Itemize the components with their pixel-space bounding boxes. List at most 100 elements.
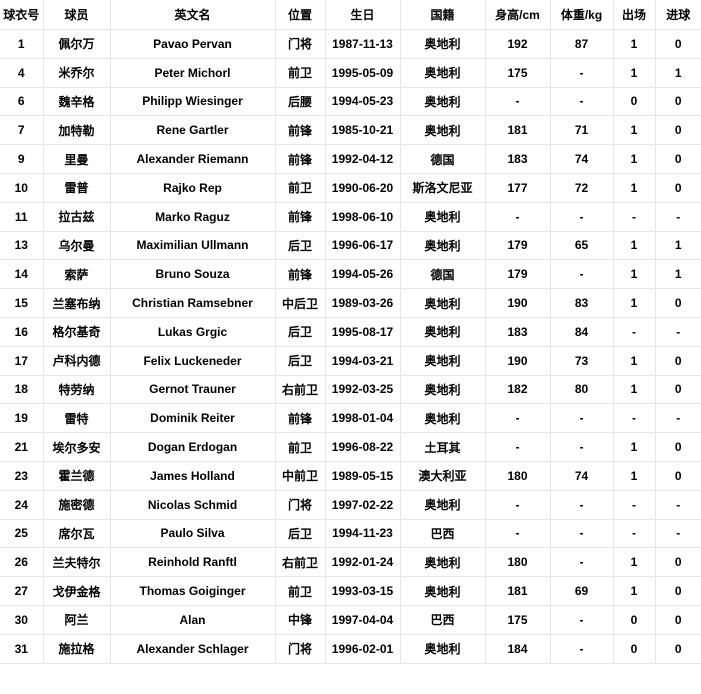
cell-position: 中前卫 <box>274 460 326 491</box>
cell-jersey-number: 27 <box>0 576 44 606</box>
cell-height: 183 <box>484 316 551 347</box>
cell-height: 175 <box>484 57 551 88</box>
cell-birthday: 1996-06-17 <box>324 230 401 261</box>
cell-birthday: 1994-05-26 <box>324 259 401 290</box>
header-row: 球衣号 球员 英文名 位置 生日 国籍 身高/cm 体重/kg 出场 进球 <box>0 0 701 30</box>
cell-goals: 0 <box>654 115 701 146</box>
cell-appearances: - <box>612 489 656 520</box>
cell-weight: 71 <box>549 115 614 146</box>
cell-position: 前卫 <box>274 432 326 462</box>
cell-position: 前锋 <box>274 144 326 174</box>
cell-nationality: 巴西 <box>399 604 486 635</box>
cell-goals: - <box>654 403 701 434</box>
cell-appearances: 1 <box>612 144 656 174</box>
cell-birthday: 1994-11-23 <box>324 518 401 549</box>
cell-weight: 74 <box>549 144 614 174</box>
cell-jersey-number: 31 <box>0 633 44 664</box>
cell-nationality: 德国 <box>399 144 486 174</box>
column-header-weight: 体重/kg <box>549 0 614 30</box>
player-row: 24 施密德 Nicolas Schmid 门将 1997-02-22 奥地利 - - - - <box>0 489 701 520</box>
table-body: 1 佩尔万 Pavao Pervan 门将 1987-11-13 奥地利 192 87 1 0 4 米… <box>0 29 701 664</box>
player-row: 10 雷普 Rajko Rep 前卫 1990-06-20 斯洛文尼亚 177 72 1 0 <box>0 172 701 203</box>
player-row: 26 兰夫特尔 Reinhold Ranftl 右前卫 1992-01-24 奥地利 180… <box>0 547 701 578</box>
cell-appearances: - <box>612 201 656 232</box>
cell-appearances: 0 <box>612 633 656 664</box>
cell-player-name-cn: 雷特 <box>42 403 111 434</box>
cell-player-name-en: Bruno Souza <box>109 259 276 290</box>
player-row: 30 阿兰 Alan 中锋 1997-04-04 巴西 175-0 0 <box>0 604 701 635</box>
cell-jersey-number: 18 <box>0 374 44 405</box>
cell-player-name-en: Lukas Grgic <box>109 316 276 347</box>
cell-player-name-cn: 阿兰 <box>42 604 111 635</box>
cell-jersey-number: 11 <box>0 201 44 232</box>
cell-jersey-number: 4 <box>0 57 44 88</box>
cell-position: 后卫 <box>274 316 326 347</box>
cell-height: 190 <box>484 288 551 318</box>
cell-position: 前锋 <box>274 259 326 290</box>
cell-goals: - <box>654 201 701 232</box>
cell-player-name-en: Rajko Rep <box>109 172 276 203</box>
cell-height: 181 <box>484 576 551 606</box>
player-row: 13 乌尔曼 Maximilian Ullmann 后卫 1996-06-17 奥地利 17… <box>0 230 701 261</box>
cell-player-name-en: Dogan Erdogan <box>109 432 276 462</box>
cell-nationality: 奥地利 <box>399 547 486 578</box>
cell-height: 184 <box>484 633 551 664</box>
cell-weight: 72 <box>549 172 614 203</box>
cell-jersey-number: 6 <box>0 86 44 117</box>
cell-position: 前卫 <box>274 57 326 88</box>
cell-goals: 0 <box>654 374 701 405</box>
cell-player-name-cn: 格尔基奇 <box>42 316 111 347</box>
cell-goals: 0 <box>654 345 701 376</box>
cell-goals: 0 <box>654 604 701 635</box>
cell-birthday: 1989-03-26 <box>324 288 401 318</box>
cell-player-name-cn: 埃尔多安 <box>42 432 111 462</box>
cell-player-name-cn: 施密德 <box>42 489 111 520</box>
cell-height: 180 <box>484 460 551 491</box>
cell-player-name-cn: 施拉格 <box>42 633 111 664</box>
cell-nationality: 德国 <box>399 259 486 290</box>
cell-weight: 74 <box>549 460 614 491</box>
cell-weight: - <box>549 518 614 549</box>
cell-nationality: 奥地利 <box>399 489 486 520</box>
cell-goals: 1 <box>654 230 701 261</box>
cell-position: 前锋 <box>274 403 326 434</box>
cell-weight: - <box>549 489 614 520</box>
cell-nationality: 斯洛文尼亚 <box>399 172 486 203</box>
cell-birthday: 1985-10-21 <box>324 115 401 146</box>
player-row: 16 格尔基奇 Lukas Grgic 后卫 1995-08-17 奥地利 183 84- - <box>0 316 701 347</box>
cell-appearances: 1 <box>612 345 656 376</box>
cell-position: 后腰 <box>274 86 326 117</box>
cell-weight: 69 <box>549 576 614 606</box>
cell-appearances: 0 <box>612 86 656 117</box>
cell-player-name-en: Reinhold Ranftl <box>109 547 276 578</box>
cell-player-name-en: Philipp Wiesinger <box>109 86 276 117</box>
cell-appearances: - <box>612 403 656 434</box>
cell-appearances: 1 <box>612 576 656 606</box>
cell-birthday: 1993-03-15 <box>324 576 401 606</box>
cell-goals: 0 <box>654 576 701 606</box>
cell-goals: 0 <box>654 172 701 203</box>
cell-player-name-en: Alexander Schlager <box>109 633 276 664</box>
cell-player-name-en: Pavao Pervan <box>109 29 276 59</box>
cell-jersey-number: 7 <box>0 115 44 146</box>
cell-height: 183 <box>484 144 551 174</box>
cell-position: 后卫 <box>274 518 326 549</box>
cell-appearances: 0 <box>612 604 656 635</box>
cell-appearances: 1 <box>612 432 656 462</box>
cell-weight: - <box>549 547 614 578</box>
cell-nationality: 奥地利 <box>399 86 486 117</box>
cell-position: 前锋 <box>274 115 326 146</box>
cell-player-name-cn: 卢科内德 <box>42 345 111 376</box>
cell-player-name-cn: 兰夫特尔 <box>42 547 111 578</box>
cell-goals: - <box>654 316 701 347</box>
cell-goals: - <box>654 489 701 520</box>
cell-height: 177 <box>484 172 551 203</box>
cell-birthday: 1995-08-17 <box>324 316 401 347</box>
cell-player-name-en: Dominik Reiter <box>109 403 276 434</box>
player-row: 27 戈伊金格 Thomas Goiginger 前卫 1993-03-15 奥地利 181… <box>0 576 701 606</box>
cell-jersey-number: 16 <box>0 316 44 347</box>
cell-player-name-cn: 米乔尔 <box>42 57 111 88</box>
cell-height: 180 <box>484 547 551 578</box>
cell-height: - <box>484 201 551 232</box>
cell-jersey-number: 24 <box>0 489 44 520</box>
